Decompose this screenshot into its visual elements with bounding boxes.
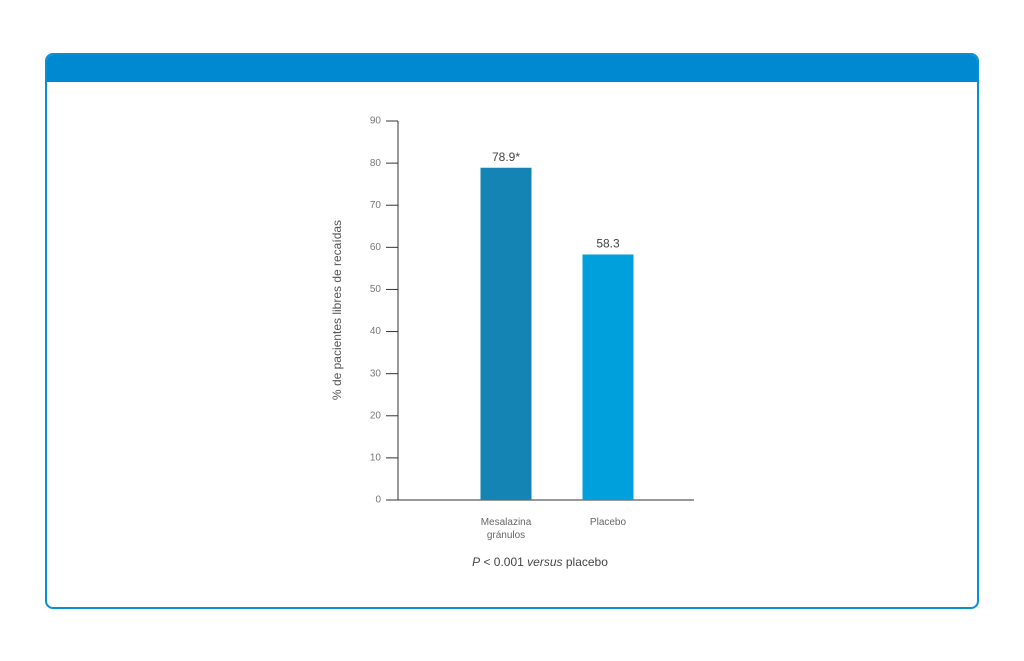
y-tick-label: 40 <box>370 326 382 337</box>
card <box>45 53 979 609</box>
footnote-part: P <box>472 555 481 569</box>
y-tick-label: 80 <box>370 158 382 169</box>
footnote: P < 0.001 versus placebo <box>340 555 740 569</box>
x-tick-label: Mesalazina gránulos <box>480 517 532 541</box>
card-header <box>47 55 977 82</box>
bar <box>480 167 532 500</box>
y-tick-label: 70 <box>370 200 382 211</box>
y-tick-label: 90 <box>370 116 382 127</box>
y-tick-label: 60 <box>370 242 382 253</box>
bar <box>582 254 634 500</box>
footnote-part: < 0.001 <box>480 555 528 569</box>
y-axis-label: % de pacientes libres de recaídas <box>330 220 344 400</box>
footnote-part: placebo <box>562 555 608 569</box>
value-label: 58.3 <box>596 237 620 251</box>
y-tick-label: 30 <box>370 368 382 379</box>
y-tick-label: 50 <box>370 284 382 295</box>
y-tick-label: 20 <box>370 410 382 421</box>
footnote-part: versus <box>527 555 563 569</box>
x-tick-label: Placebo <box>589 517 627 528</box>
y-tick-label: 10 <box>370 453 382 464</box>
y-tick-label: 0 <box>375 495 381 506</box>
value-label: 78.9* <box>492 150 520 164</box>
